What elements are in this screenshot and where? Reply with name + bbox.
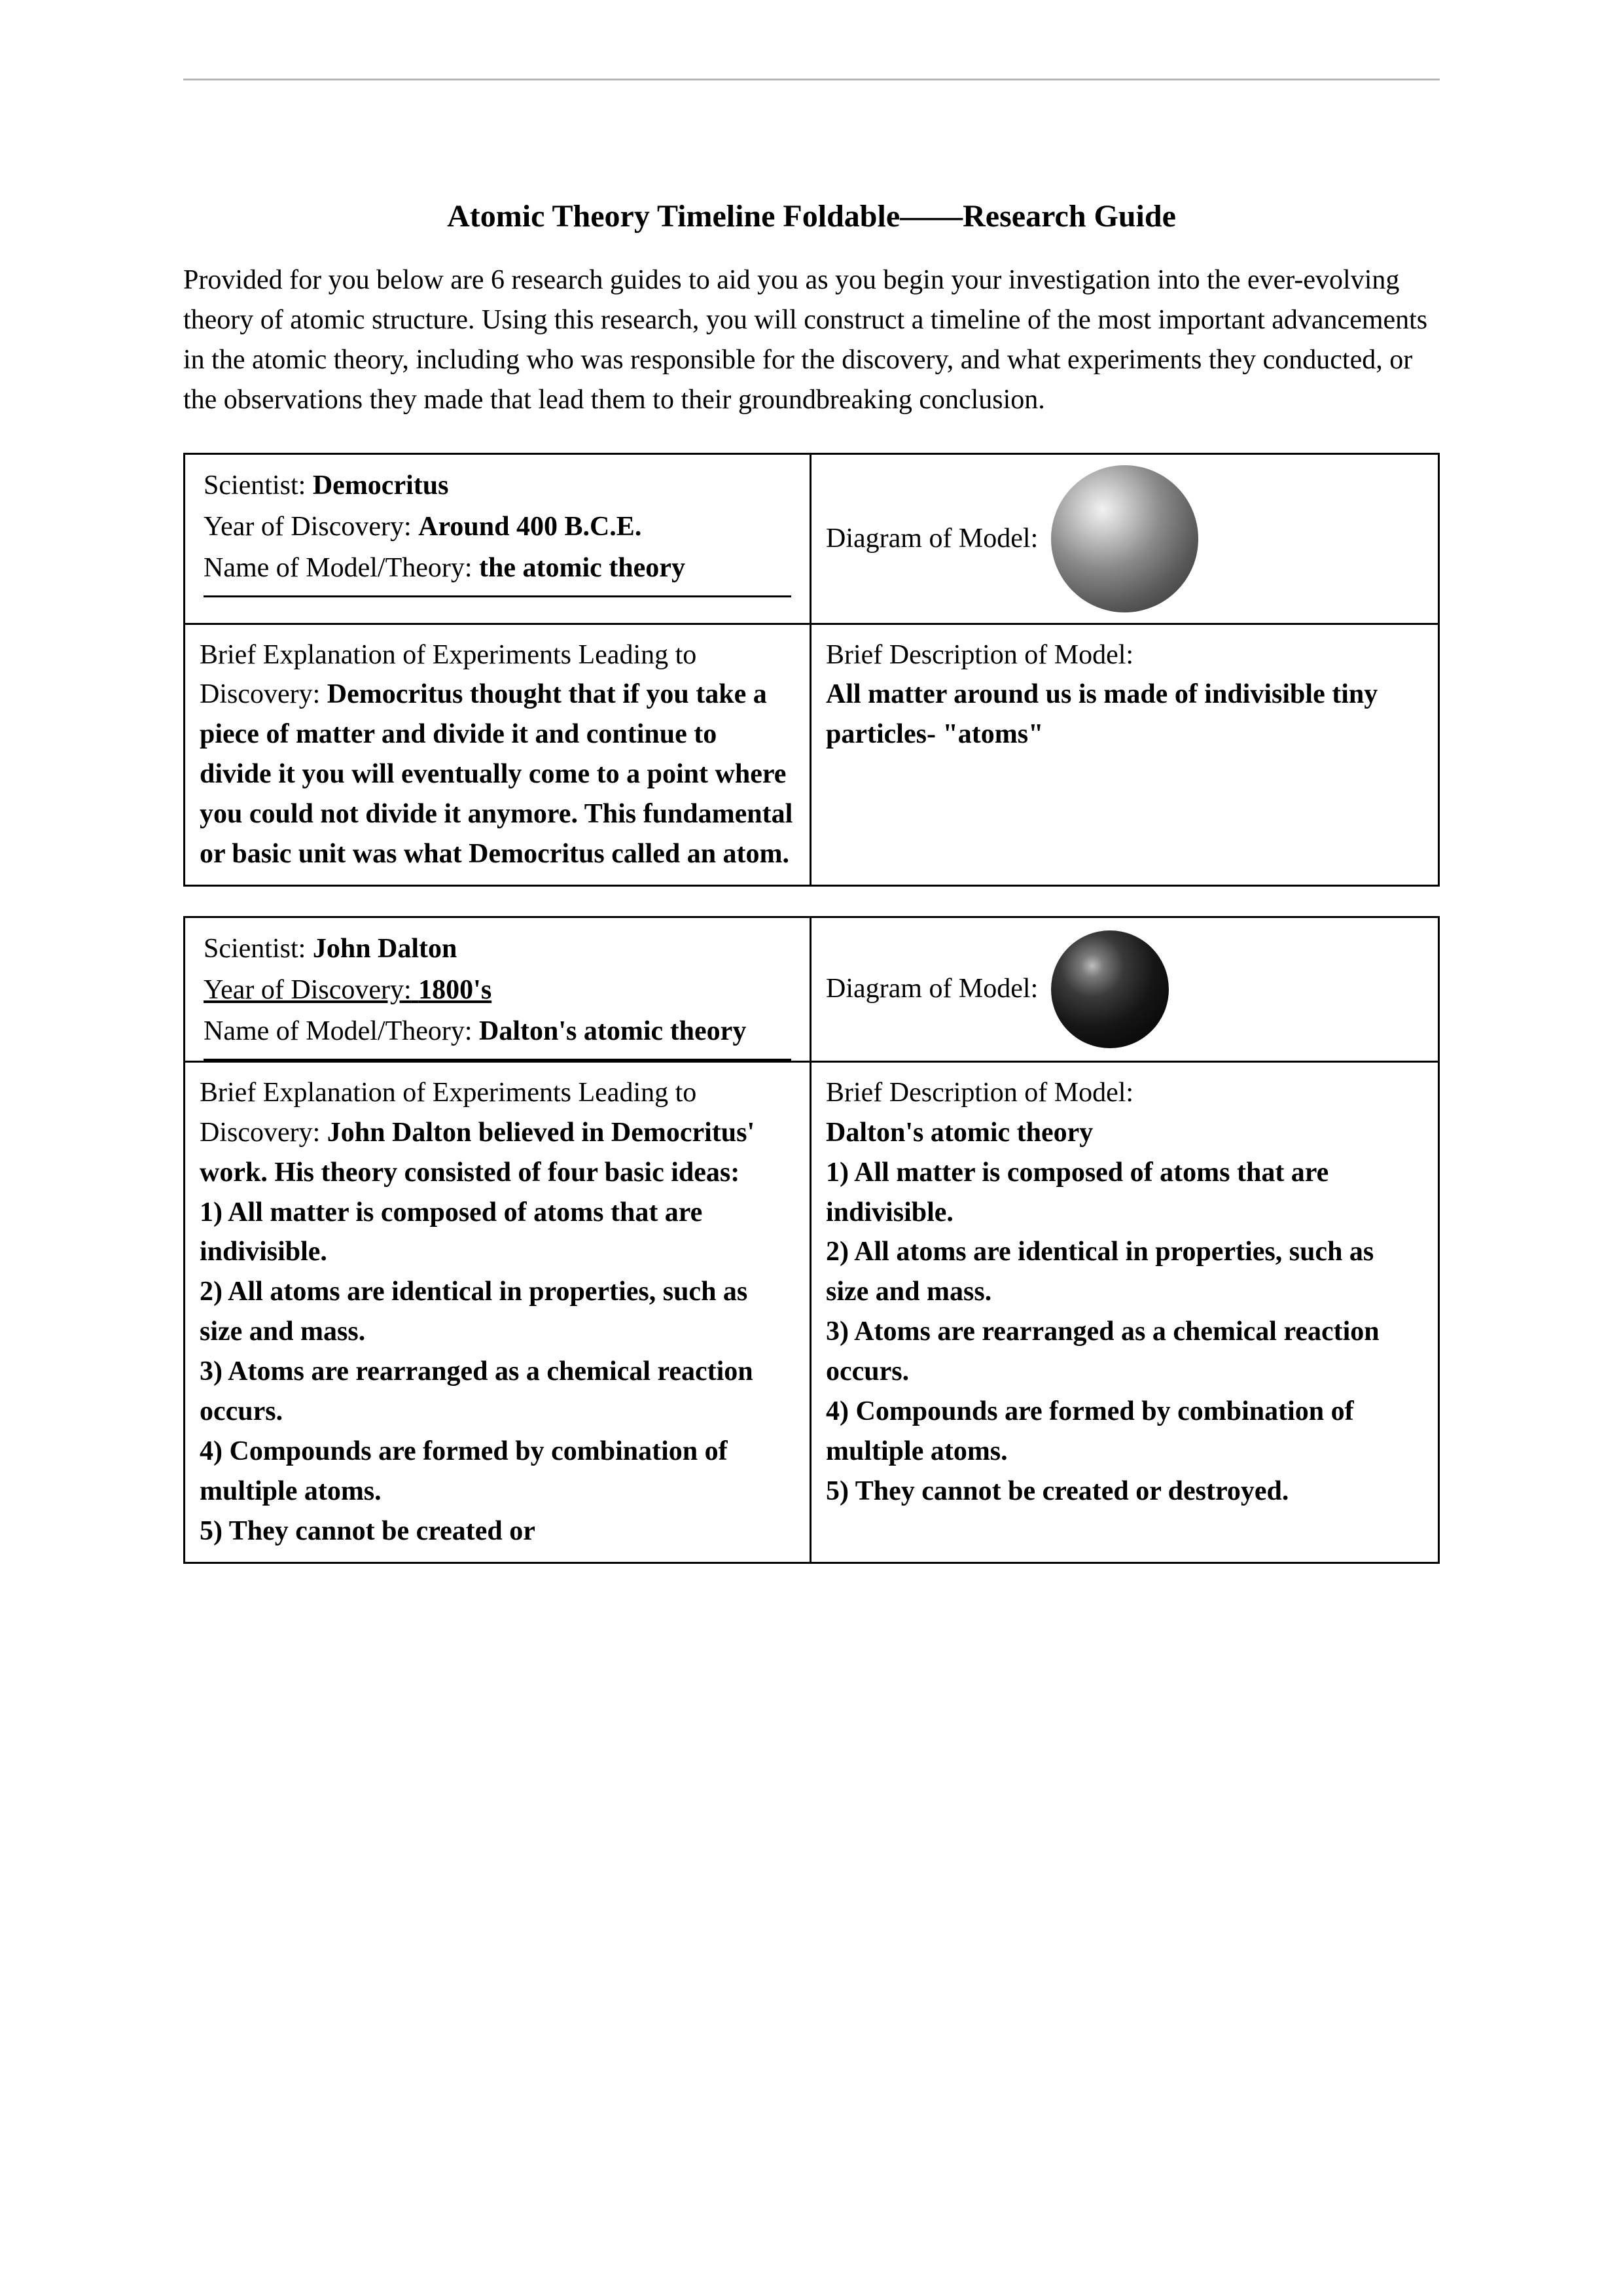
research-card: Scientist: Democritus Year of Discovery:… xyxy=(183,453,1440,887)
description-text: Dalton's atomic theory1) All matter is c… xyxy=(826,1118,1380,1506)
card-top-left: Scientist: John Dalton Year of Discovery… xyxy=(185,918,812,1063)
label-scientist: Scientist: xyxy=(204,470,306,501)
scientist-name: John Dalton xyxy=(313,934,457,964)
research-card: Scientist: John Dalton Year of Discovery… xyxy=(183,916,1440,1564)
label-scientist: Scientist: xyxy=(204,934,306,964)
card-top-left: Scientist: Democritus Year of Discovery:… xyxy=(185,455,812,625)
page-title: Atomic Theory Timeline Foldable——Researc… xyxy=(183,198,1440,234)
label-diagram: Diagram of Model: xyxy=(826,969,1038,1009)
card-top-right: Diagram of Model: xyxy=(812,918,1438,1063)
model-name-value: Dalton's atomic theory xyxy=(479,1016,746,1046)
year-value: 1800's xyxy=(418,975,491,1005)
card-bottom-left: Brief Explanation of Experiments Leading… xyxy=(185,1063,812,1562)
card-bottom-left: Brief Explanation of Experiments Leading… xyxy=(185,625,812,885)
description-text: All matter around us is made of indivisi… xyxy=(826,679,1378,749)
label-model-name: Name of Model/Theory: xyxy=(204,553,473,583)
card-bottom-right: Brief Description of Model: All matter a… xyxy=(812,625,1438,885)
label-brief-desc: Brief Description of Model: xyxy=(826,1078,1133,1108)
card-top-right: Diagram of Model: xyxy=(812,455,1438,625)
label-model-name: Name of Model/Theory: xyxy=(204,1016,473,1046)
experiments-text: John Dalton believed in Democritus' work… xyxy=(200,1118,755,1546)
card-bottom-right: Brief Description of Model: Dalton's ato… xyxy=(812,1063,1438,1562)
atom-sphere-icon xyxy=(1051,465,1198,612)
label-year: Year of Discovery: xyxy=(204,512,412,542)
label-brief-desc: Brief Description of Model: xyxy=(826,640,1133,670)
intro-paragraph: Provided for you below are 6 research gu… xyxy=(183,260,1440,420)
label-diagram: Diagram of Model: xyxy=(826,519,1038,559)
atom-sphere-icon xyxy=(1051,930,1169,1048)
label-year: Year of Discovery: xyxy=(204,975,412,1005)
scientist-name: Democritus xyxy=(313,470,449,501)
top-divider xyxy=(183,79,1440,80)
year-value: Around 400 B.C.E. xyxy=(418,512,641,542)
model-name-value: the atomic theory xyxy=(479,553,685,583)
